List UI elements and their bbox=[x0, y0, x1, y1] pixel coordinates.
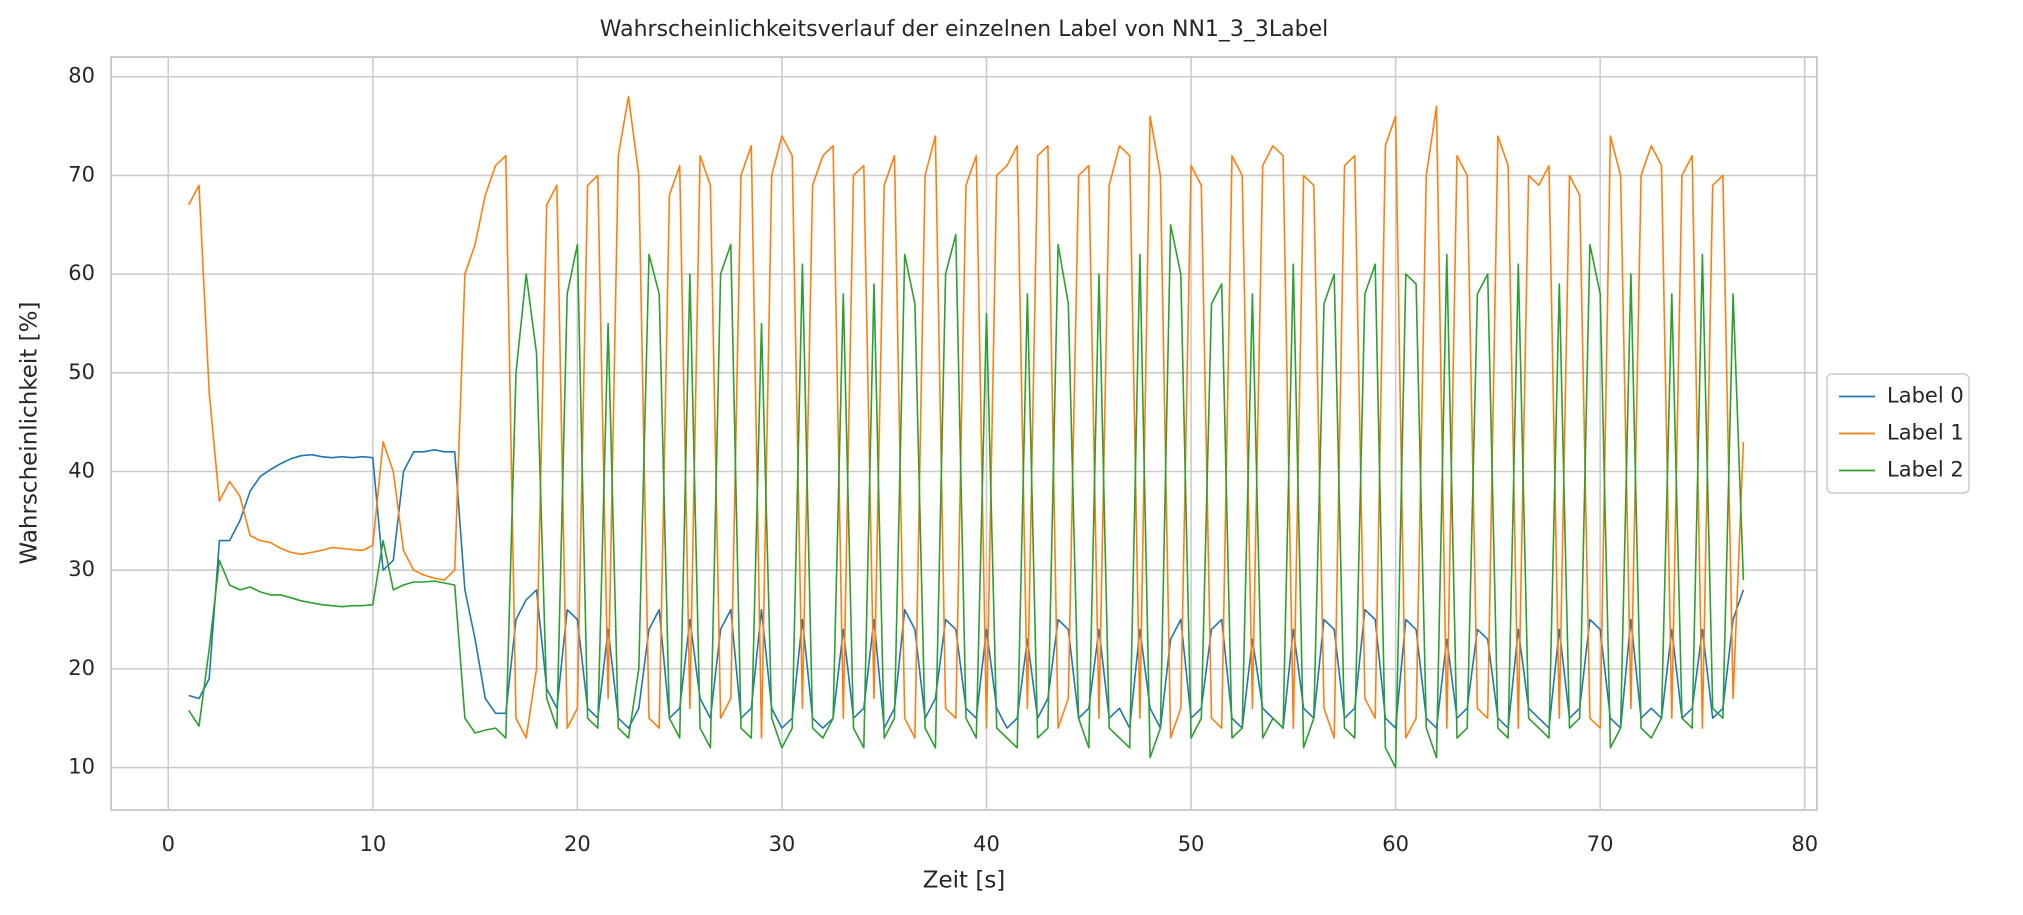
y-tick-label: 30 bbox=[68, 557, 95, 581]
x-tick-label: 30 bbox=[769, 832, 796, 856]
y-tick-label: 50 bbox=[68, 360, 95, 384]
x-tick-label: 10 bbox=[359, 832, 386, 856]
x-tick-label: 0 bbox=[162, 832, 175, 856]
legend-box bbox=[1826, 373, 1970, 494]
y-tick-label: 70 bbox=[68, 162, 95, 186]
y-tick-label: 60 bbox=[68, 261, 95, 285]
x-tick-label: 80 bbox=[1791, 832, 1818, 856]
y-tick-label: 20 bbox=[68, 656, 95, 680]
x-tick-label: 50 bbox=[1178, 832, 1205, 856]
legend-label: Label 1 bbox=[1887, 421, 1964, 445]
plot-frame bbox=[110, 56, 1818, 811]
chart-title: Wahrscheinlichkeitsverlauf der einzelnen… bbox=[600, 17, 1329, 42]
x-tick-label: 70 bbox=[1587, 832, 1614, 856]
x-tick-label: 20 bbox=[564, 832, 591, 856]
x-axis-label: Zeit [s] bbox=[923, 868, 1006, 894]
x-tick-label: 40 bbox=[973, 832, 1000, 856]
legend-label: Label 0 bbox=[1887, 384, 1964, 408]
legend-label: Label 2 bbox=[1887, 458, 1964, 482]
y-tick-label: 40 bbox=[68, 458, 95, 482]
series-line bbox=[187, 95, 1745, 739]
series-line bbox=[188, 224, 1745, 769]
y-tick-label: 80 bbox=[68, 64, 95, 88]
y-tick-label: 10 bbox=[68, 755, 95, 779]
x-tick-label: 60 bbox=[1382, 832, 1409, 856]
y-axis-label: Wahrscheinlichkeit [%] bbox=[17, 302, 43, 565]
